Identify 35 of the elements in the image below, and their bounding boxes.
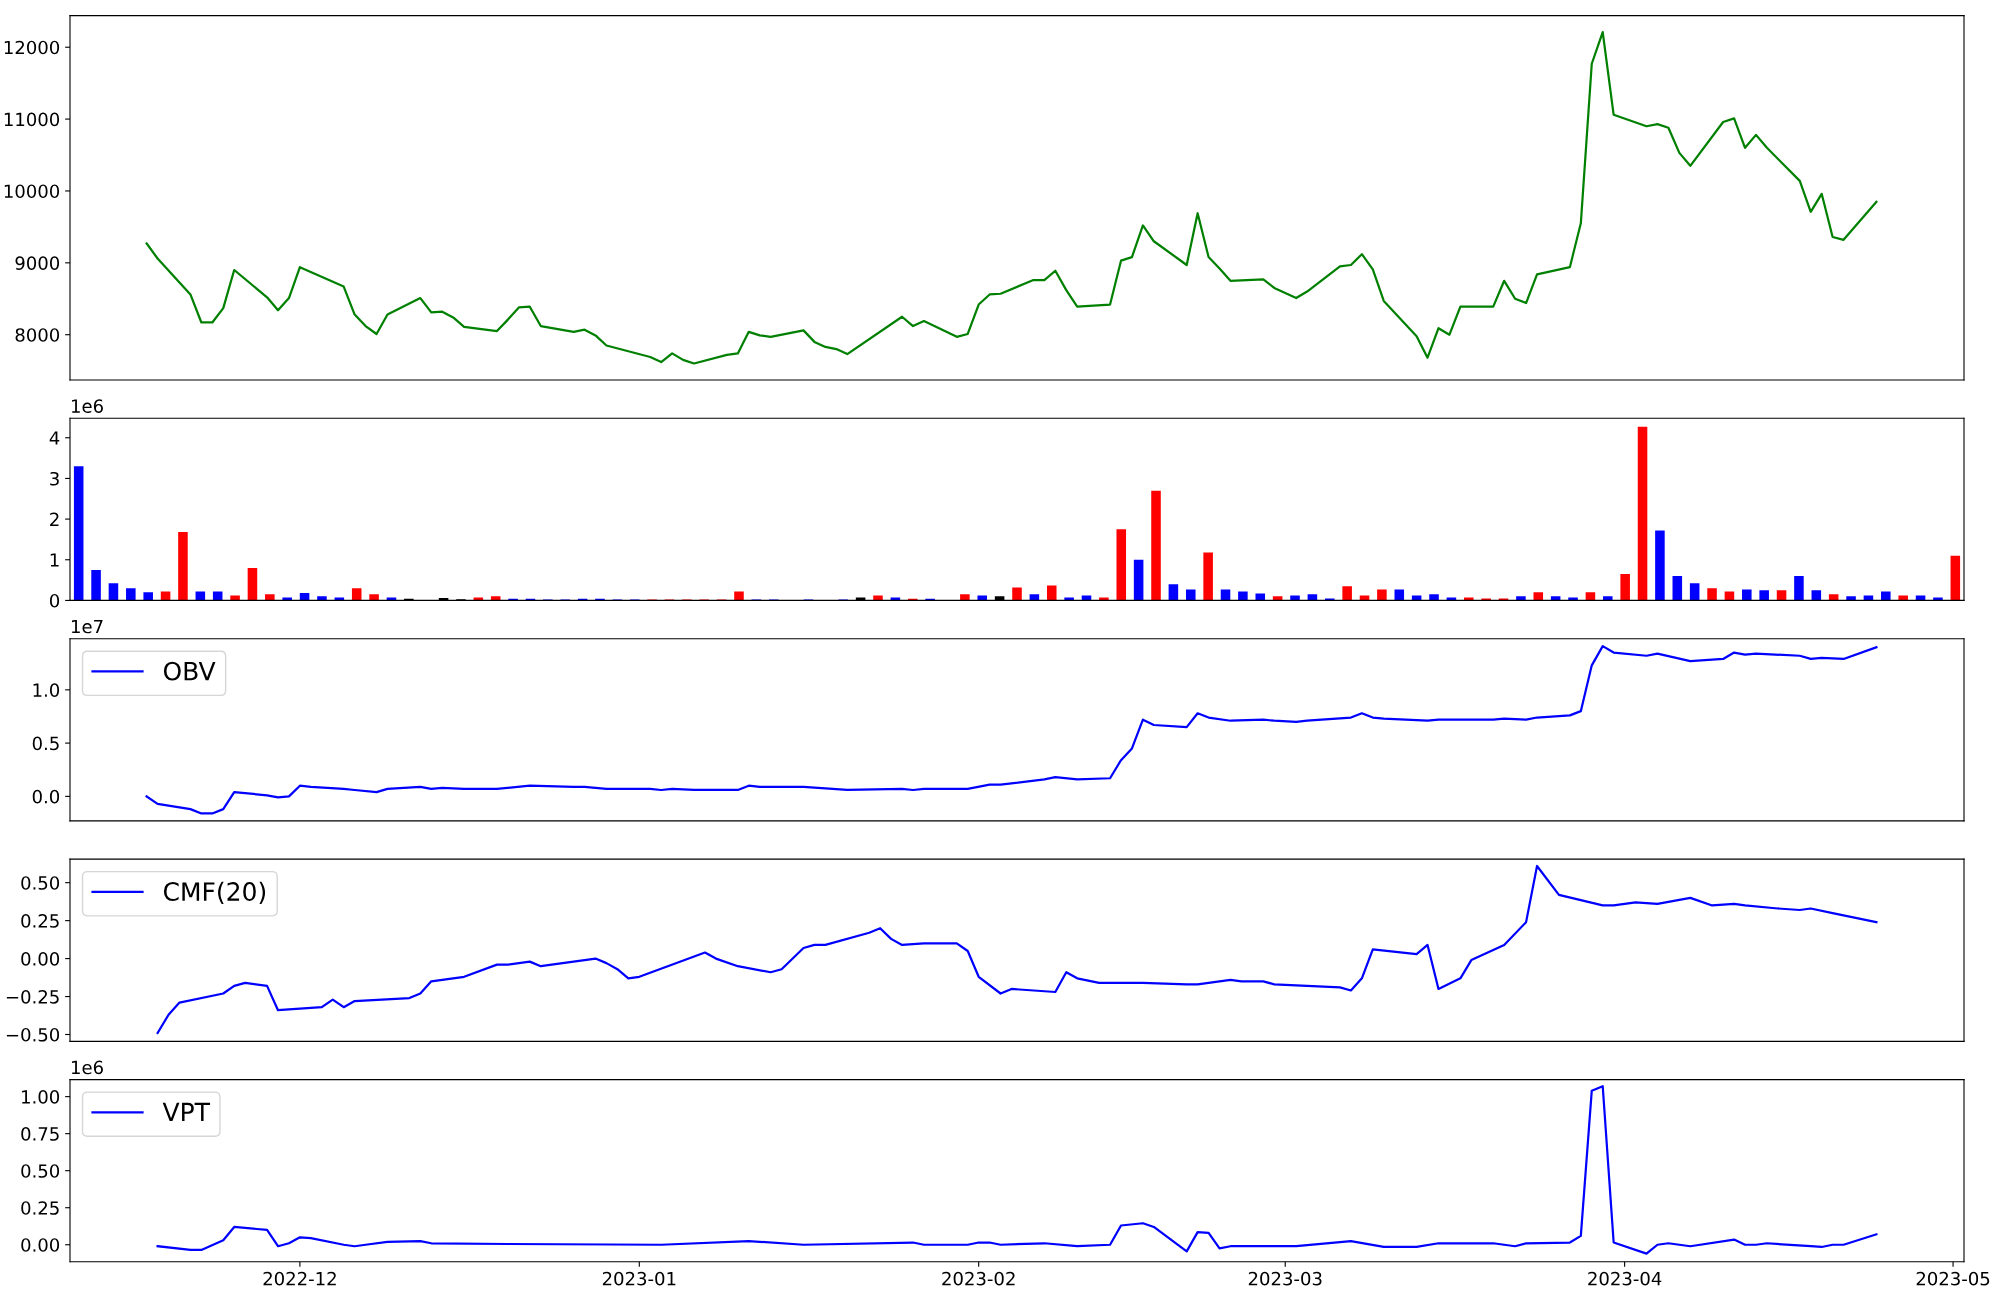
y-tick-label: 10000 (4, 184, 60, 199)
y-tick-label: 2 (50, 512, 59, 526)
text: 1e6 (71, 1060, 103, 1075)
x-tick-label: 2023-01 (602, 1271, 676, 1286)
text: 1e6 (71, 399, 103, 413)
legend-label: OBV (163, 661, 216, 681)
y-tick-label: 0.50 (21, 876, 60, 890)
x-tick-label: 2023-05 (1916, 1271, 1990, 1286)
y-tick-label: −0.50 (6, 1027, 60, 1042)
y-tick-label: 0.00 (21, 952, 60, 966)
y-tick-label: 0.50 (21, 1164, 60, 1178)
text: 1e7 (71, 619, 103, 634)
legend-label: VPT (162, 1102, 211, 1122)
y-tick-label: 4 (49, 431, 60, 445)
legend-label: CMF(20) (163, 881, 266, 904)
x-tick-label: 2022-12 (263, 1271, 336, 1286)
y-tick-label: 11000 (4, 112, 60, 127)
y-tick-label: 0.00 (21, 1238, 60, 1252)
y-tick-label: 0.5 (32, 736, 59, 751)
x-tick-label: 2023-03 (1248, 1271, 1322, 1286)
y-tick-label: 0.25 (21, 914, 59, 928)
x-tick-label: 2023-04 (1588, 1271, 1662, 1286)
x-tick-label: 2023-02 (942, 1271, 1015, 1286)
y-tick-label: 0 (49, 593, 60, 608)
y-tick-label: 12000 (4, 40, 60, 55)
y-tick-label: 1.0 (33, 683, 60, 697)
y-tick-label: 3 (50, 471, 59, 486)
y-tick-label: 0.25 (21, 1201, 59, 1215)
y-tick-label: 0.0 (32, 789, 60, 804)
y-tick-label: 1.00 (22, 1090, 60, 1104)
y-tick-label: 1 (50, 553, 59, 567)
y-tick-label: −0.25 (6, 990, 59, 1004)
y-tick-label: 0.75 (21, 1127, 59, 1141)
y-tick-label: 9000 (15, 256, 60, 270)
y-tick-label: 8000 (15, 328, 60, 342)
